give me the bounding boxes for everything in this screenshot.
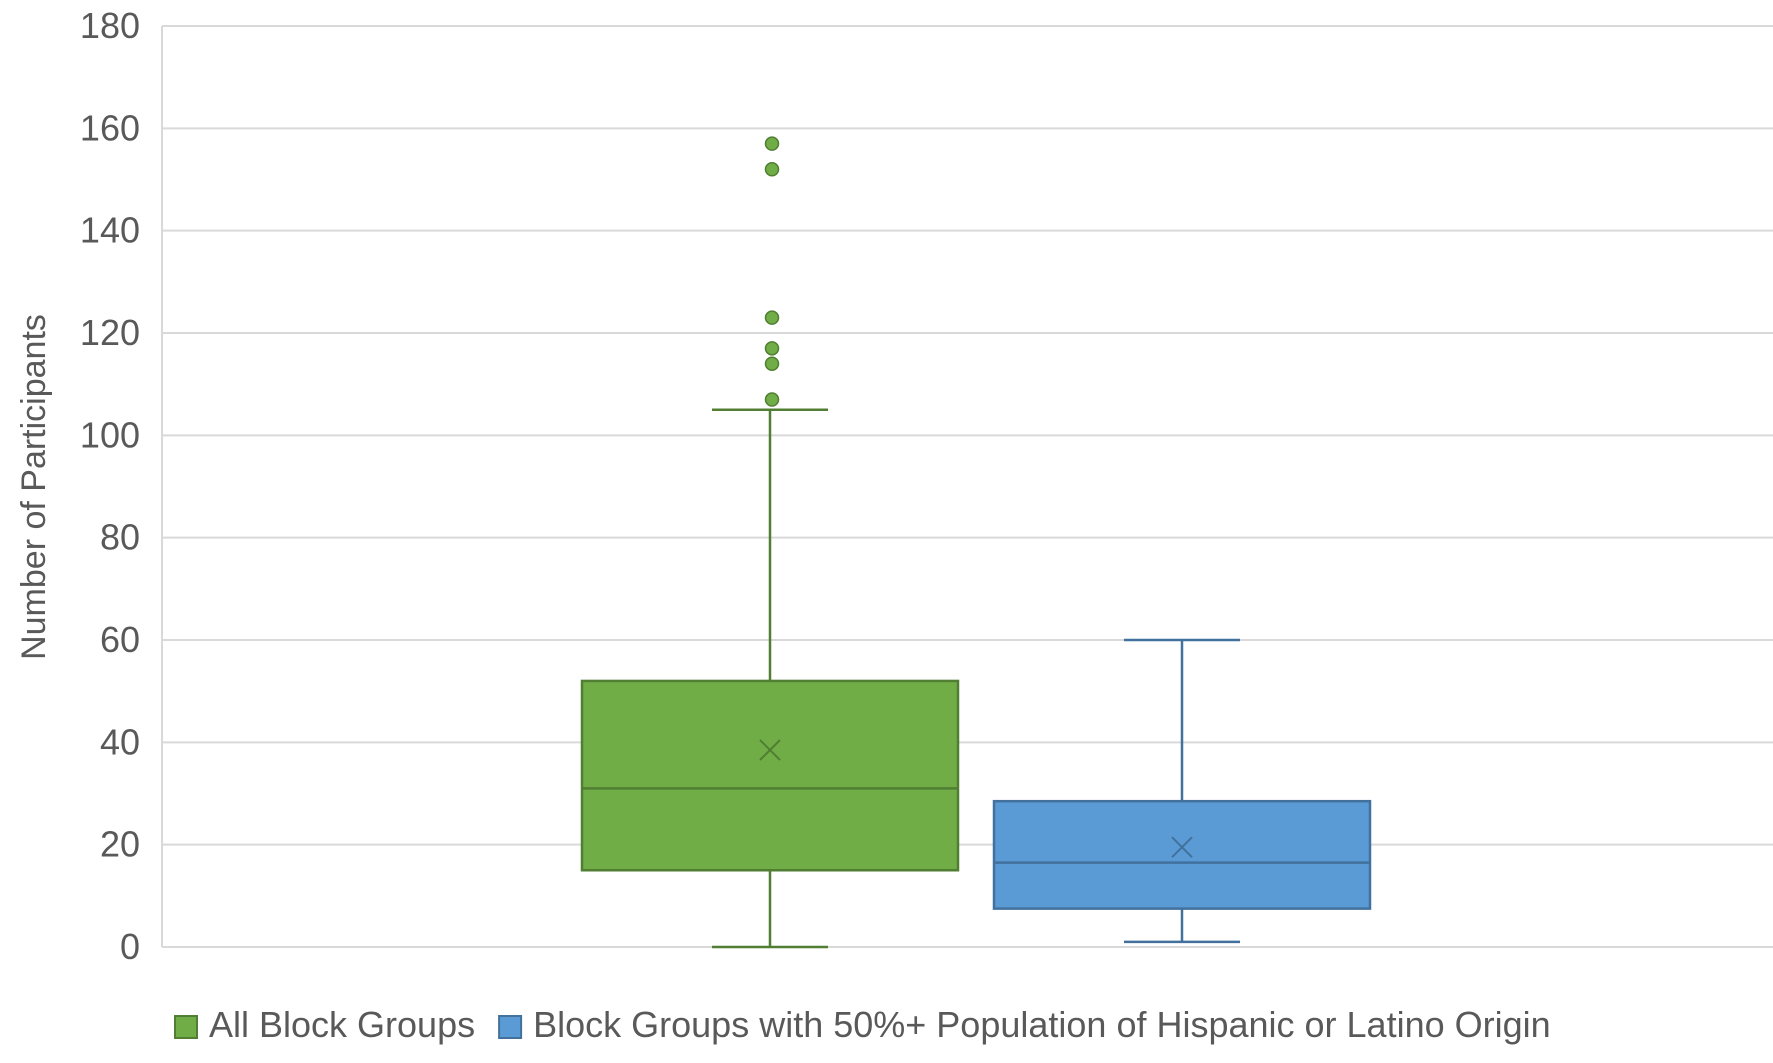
outlier-point	[764, 341, 780, 356]
iqr-box	[992, 799, 1372, 910]
legend-label: Block Groups with 50%+ Population of His…	[533, 1004, 1551, 1045]
box-series-1	[580, 136, 960, 949]
y-tick-label-180: 180	[80, 5, 140, 46]
legend: All Block Groups Block Groups with 50%+ P…	[174, 1004, 1551, 1045]
y-tick-label-120: 120	[80, 312, 140, 353]
mean-marker-b	[759, 739, 781, 761]
outlier-point	[764, 136, 780, 151]
box-plot-series	[580, 136, 1372, 949]
legend-item-2: Block Groups with 50%+ Population of His…	[498, 1004, 1551, 1045]
y-tick-label-160: 160	[80, 107, 140, 148]
legend-label: All Block Groups	[209, 1004, 475, 1045]
y-tick-label-60: 60	[100, 619, 140, 660]
outlier-point	[764, 392, 780, 407]
y-tick-label-80: 80	[100, 517, 140, 558]
outlier-point	[764, 356, 780, 371]
y-tick-label-20: 20	[100, 824, 140, 865]
legend-swatch	[174, 1015, 198, 1039]
mean-marker-b	[1171, 836, 1193, 858]
box-series-2	[992, 638, 1372, 944]
y-tick-label-40: 40	[100, 721, 140, 762]
y-tick-label-0: 0	[120, 926, 140, 967]
iqr-box	[580, 679, 960, 872]
legend-item-1: All Block Groups	[174, 1004, 475, 1045]
y-axis-title: Number of Participants	[15, 314, 53, 660]
outlier-point	[764, 310, 780, 325]
legend-swatch	[498, 1015, 523, 1039]
gridlines	[161, 25, 1773, 948]
y-axis-ticks: 0 20 40 60 80 100 120 140 160 180	[80, 5, 140, 967]
y-tick-label-140: 140	[80, 210, 140, 251]
outlier-point	[764, 162, 780, 177]
y-tick-label-100: 100	[80, 414, 140, 455]
